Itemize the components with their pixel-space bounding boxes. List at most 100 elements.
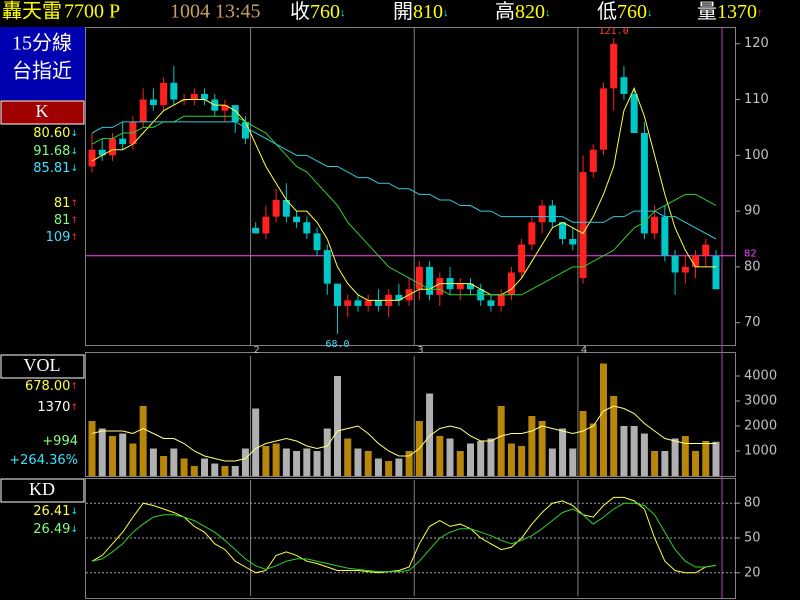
kd-box bbox=[0, 478, 85, 503]
volume-bar bbox=[180, 458, 188, 476]
candle-body bbox=[139, 99, 147, 122]
readout-value: 80.60 bbox=[33, 126, 70, 141]
volume-bar bbox=[190, 466, 198, 476]
vol-box bbox=[0, 354, 85, 379]
readout-arrow: ↑ bbox=[70, 216, 78, 226]
quote-label: 高 bbox=[495, 0, 515, 23]
volume-bar bbox=[692, 451, 700, 476]
readout: +264.36% bbox=[9, 453, 78, 468]
readout: 85.81↓ bbox=[33, 161, 78, 176]
candle-body bbox=[559, 222, 567, 239]
candle-body bbox=[548, 205, 556, 223]
volume-bar bbox=[436, 436, 444, 476]
high-label: 121.0 bbox=[599, 26, 629, 37]
quote-arrow: ↓ bbox=[545, 7, 551, 19]
candle-body bbox=[149, 99, 157, 106]
candle-body bbox=[426, 266, 434, 295]
quote: 量1370↑ bbox=[697, 1, 763, 23]
quote-value: 760 bbox=[617, 1, 647, 23]
candle-body bbox=[88, 149, 96, 167]
readout-value: 85.81 bbox=[33, 161, 70, 176]
candle-body bbox=[221, 105, 229, 111]
candle-body bbox=[681, 266, 689, 273]
candle-body bbox=[702, 244, 710, 256]
y-tick-label: 100 bbox=[744, 148, 769, 163]
candle-body bbox=[190, 93, 198, 100]
readout-value: 81 bbox=[54, 213, 71, 228]
quote-value: 1370 bbox=[717, 1, 757, 23]
readout: 26.41↓ bbox=[33, 504, 78, 519]
readout: +994 bbox=[42, 434, 78, 449]
readout-arrow: ↓ bbox=[70, 164, 78, 174]
low-label: 68.0 bbox=[325, 339, 349, 350]
volume-bar bbox=[507, 443, 515, 476]
candle-body bbox=[231, 105, 239, 122]
quote-arrow: ↑ bbox=[757, 7, 763, 19]
volume-bar bbox=[518, 446, 526, 476]
quote-value: 760 bbox=[310, 1, 340, 23]
volume-bar bbox=[160, 456, 168, 476]
volume-bar bbox=[272, 443, 280, 476]
candle-body bbox=[344, 300, 352, 306]
readout-value: 26.41 bbox=[33, 504, 70, 519]
volume-bar bbox=[98, 428, 106, 476]
x-tick-label: 3 bbox=[417, 345, 423, 356]
quote-arrow: ↓ bbox=[647, 7, 653, 19]
volume-bar bbox=[139, 406, 147, 476]
candle-body bbox=[651, 216, 659, 234]
readout-arrow: ↓ bbox=[70, 147, 78, 157]
readout-arrow: ↓ bbox=[70, 507, 78, 517]
stock-code: 7700 P bbox=[64, 1, 120, 23]
indicator-line bbox=[91, 502, 717, 573]
quote-label: 低 bbox=[597, 0, 617, 23]
x-tick-label: 2 bbox=[254, 345, 260, 356]
candle-body bbox=[456, 283, 464, 290]
y-tick-label: 2000 bbox=[744, 419, 777, 434]
candle-body bbox=[108, 138, 116, 156]
candle-body bbox=[241, 121, 249, 139]
readout: 91.68↓ bbox=[33, 144, 78, 159]
readout-value: 109 bbox=[46, 230, 71, 245]
volume-bar bbox=[231, 466, 239, 476]
candle-body bbox=[395, 294, 403, 301]
candle-body bbox=[374, 300, 382, 306]
candle-body bbox=[487, 300, 495, 306]
volume-bar bbox=[661, 451, 669, 476]
readout-value: +264.36% bbox=[9, 453, 78, 468]
volume-bar bbox=[262, 446, 270, 476]
volume-bar bbox=[477, 441, 485, 476]
volume-bar bbox=[548, 448, 556, 476]
candle-body bbox=[98, 149, 106, 156]
candle-body bbox=[589, 149, 597, 173]
y-tick-label: 4000 bbox=[744, 369, 777, 384]
readout-value: 1370 bbox=[37, 400, 70, 415]
volume-bar bbox=[466, 443, 474, 476]
quote-value: 820 bbox=[515, 1, 545, 23]
volume-bar bbox=[364, 451, 372, 476]
volume-bar bbox=[334, 376, 342, 476]
readout-value: 26.49 bbox=[33, 522, 70, 537]
candle-body bbox=[610, 43, 618, 89]
readout-arrow: ↓ bbox=[70, 129, 78, 139]
volume-bar bbox=[405, 451, 413, 476]
quote: 開810↓ bbox=[393, 1, 449, 23]
y-tick-label: 1000 bbox=[744, 444, 777, 459]
volume-bar bbox=[497, 406, 505, 476]
volume-bar bbox=[170, 448, 178, 476]
indicator-line bbox=[91, 87, 716, 301]
quote-time: 1004 13:45 bbox=[170, 1, 261, 23]
volume-bar bbox=[313, 451, 321, 476]
volume-bar bbox=[374, 458, 382, 476]
k-box bbox=[0, 100, 85, 125]
quote-label: 量 bbox=[697, 1, 717, 23]
volume-bar bbox=[119, 433, 127, 476]
volume-bar bbox=[712, 441, 720, 476]
candle-body bbox=[303, 222, 311, 234]
candle-body bbox=[262, 216, 270, 234]
quote-value: 810 bbox=[413, 1, 443, 23]
candle-body bbox=[640, 133, 648, 234]
price-panel bbox=[85, 27, 736, 346]
candle-body bbox=[170, 82, 178, 100]
readout-arrow: ↑ bbox=[70, 403, 78, 413]
symbol-label: 台指近 bbox=[12, 60, 72, 83]
